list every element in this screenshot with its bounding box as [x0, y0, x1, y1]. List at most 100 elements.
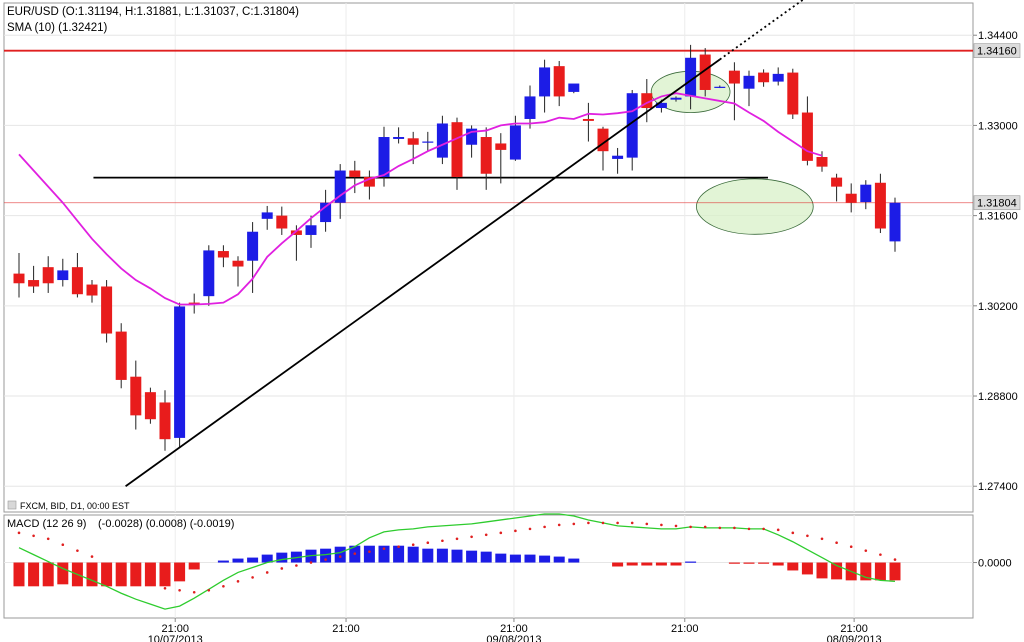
candle-body-bear [758, 72, 770, 83]
macd-histogram-bar [57, 562, 69, 585]
macd-histogram-bar [509, 554, 521, 563]
candle-body-bear [86, 284, 98, 296]
candle-body-bear [451, 122, 463, 177]
price-tick-label: 1.27400 [978, 481, 1018, 493]
candle-body-bull [889, 202, 901, 242]
macd-signal-dot [893, 558, 897, 561]
macd-signal-dot [645, 522, 649, 526]
macd-histogram-bar [655, 562, 667, 566]
candle-body-bear [699, 54, 711, 90]
macd-histogram-bar [539, 555, 551, 563]
macd-histogram-bar [86, 562, 98, 587]
macd-histogram-bar [378, 545, 390, 563]
macd-signal-dot [397, 545, 400, 548]
macd-histogram-bar [101, 562, 113, 587]
macd-histogram-bar [743, 562, 755, 564]
price-tag-label: 1.31804 [977, 198, 1017, 210]
macd-signal-dot [441, 539, 444, 543]
price-tag-box [973, 195, 1021, 211]
macd-signal-dot [265, 571, 269, 574]
macd-signal-dot [382, 547, 386, 550]
price-tag-box [973, 43, 1021, 58]
footer-marker-icon [7, 500, 17, 510]
macd-signal-dot [499, 531, 503, 535]
candle-body-bull [612, 155, 624, 159]
candle-body-bull [626, 93, 638, 158]
macd-histogram-bar [860, 562, 872, 581]
trendline [125, 0, 805, 487]
price-tick-label: 1.31600 [978, 211, 1018, 223]
macd-histogram-bar [480, 551, 492, 563]
candle-body-bear [597, 128, 609, 152]
macd-histogram-bar [217, 560, 229, 563]
candle-body-bull [714, 86, 726, 88]
candle-body-bear [71, 267, 83, 295]
macd-signal-dot [660, 523, 663, 527]
macd-histogram-bar [612, 562, 624, 567]
candle-body-bear [582, 118, 594, 121]
macd-histogram-bar [261, 554, 273, 563]
macd-tick-label: 0.0000 [978, 558, 1012, 570]
macd-signal-dot [338, 555, 342, 558]
price-tag-label: 1.34160 [977, 46, 1017, 58]
candle-body-bull [378, 137, 390, 177]
macd-signal-dot [222, 585, 225, 588]
macd-signal-dot [616, 521, 619, 525]
sma-label: SMA (10) (1.32421) [7, 22, 108, 34]
macd-histogram-bar [13, 562, 25, 587]
highlight-ellipse [696, 178, 814, 235]
macd-signal-dot [324, 558, 327, 561]
price-panel [3, 2, 974, 513]
macd-signal-dot [689, 525, 692, 529]
candle-body-bull [305, 225, 317, 235]
candle-body-bear [349, 170, 361, 177]
macd-signal-dot [309, 561, 313, 564]
candle-body-bear [115, 331, 127, 380]
candle-body-bull [568, 83, 580, 92]
footer-label: FXCM, BID, D1, 00:00 EST [20, 501, 130, 511]
candle-body-bear [42, 267, 54, 284]
macd-histogram-bar [174, 562, 186, 582]
macd-histogram-bar [568, 558, 580, 563]
candle-body-bull [247, 231, 259, 261]
macd-histogram-bar [495, 553, 507, 563]
macd-histogram-bar [466, 550, 478, 563]
macd-signal-dot [776, 528, 780, 532]
date-tick-label: 10/07/2013 [148, 634, 203, 642]
macd-signal-dot [806, 534, 809, 538]
price-tick-label: 1.34400 [978, 30, 1018, 42]
candle-body-bear [641, 93, 653, 109]
candle-body-bull [261, 212, 273, 219]
macd-histogram-bar [524, 554, 536, 563]
candle-body-bear [144, 392, 156, 420]
macd-signal-dot [791, 531, 795, 535]
candle-body-bull [655, 102, 667, 109]
time-tick-label: 21:00 [161, 623, 189, 635]
macd-signal-dot [703, 525, 707, 529]
candle-body-bear [728, 70, 740, 84]
macd-signal-dot [411, 543, 415, 547]
horizontal-levels [4, 49, 973, 204]
candle-body-bear [553, 66, 565, 97]
candle-body-bear [130, 376, 142, 416]
candle-body-bear [801, 112, 813, 161]
candle-body-bull [743, 75, 755, 89]
candle-body-bull [509, 125, 521, 160]
candle-body-bear [13, 273, 25, 284]
macd-histogram-bar [772, 562, 784, 566]
macd-histogram-bar [816, 562, 828, 579]
macd-signal-dot [46, 537, 50, 541]
macd-signal-dot [455, 537, 459, 541]
macd-signal-dot [587, 521, 590, 525]
macd-signal-dot [849, 545, 853, 548]
macd-signal-dot [601, 521, 605, 525]
candle-body-bear [874, 182, 886, 229]
macd-signal-dot [572, 522, 576, 526]
macd-histogram-bar [626, 562, 638, 566]
macd-histogram-bar [42, 562, 54, 587]
macd-histogram-bar [334, 546, 346, 563]
macd-signal-dot [426, 541, 430, 545]
macd-histogram-bar [670, 562, 682, 566]
candle-body-bear [787, 72, 799, 115]
macd-signal-dot [733, 526, 736, 530]
